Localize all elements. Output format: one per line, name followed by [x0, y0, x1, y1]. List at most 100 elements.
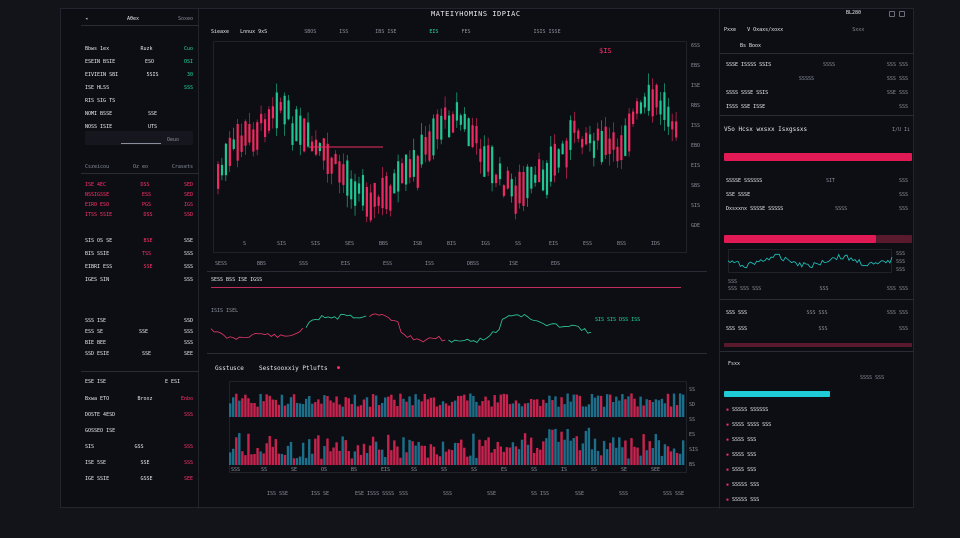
row-change: SEE: [183, 350, 193, 357]
watchlist-tab-a[interactable]: Aθex: [126, 15, 139, 22]
tick-label: SSS: [896, 251, 906, 257]
volume-bar-bottom: [441, 441, 445, 465]
close-icon[interactable]: [899, 11, 905, 17]
list-item[interactable]: EIVIEIN SBI 5SIS 30: [85, 71, 193, 78]
candle-body: [487, 145, 490, 172]
list-item[interactable]: SSSE ISSSS SSIS SSSS SSS SSS: [726, 61, 908, 68]
list-item[interactable]: NOMI BSSE SSE: [85, 110, 193, 117]
row-value: TSS: [142, 250, 152, 257]
tick-label: SS: [515, 241, 522, 247]
news-item[interactable]: ▪ SSSSS SSSSSS: [726, 407, 768, 413]
tick-label: EIS: [549, 241, 559, 247]
divider: [207, 271, 707, 272]
watchlist-tab-b[interactable]: Soxeo: [177, 15, 193, 22]
candlestick-chart[interactable]: [213, 41, 687, 253]
volume-bar-top: [277, 404, 281, 417]
tick-label: EIS: [381, 467, 391, 473]
row-name: Bxwa ETO: [85, 395, 110, 402]
news-text: SSSS SSS: [732, 467, 757, 473]
list-item[interactable]: GOSSEO ISE: [85, 427, 193, 434]
list-item[interactable]: ESEIN BSIE ESO OSI: [85, 58, 193, 65]
list-item[interactable]: ISE HLSS SSS: [85, 84, 193, 91]
list-item[interactable]: RIS SIG TS: [85, 97, 193, 104]
filter-slider[interactable]: [121, 143, 161, 144]
list-item[interactable]: SSSS SSSE SSIS SSE SSS: [726, 89, 908, 96]
row-change: SSS: [183, 339, 193, 346]
news-text: SSSS SSSS SSS: [732, 422, 772, 428]
list-item[interactable]: Bbws 1ex Ruzk Cuo: [85, 45, 193, 52]
row-value: ESO: [145, 58, 155, 65]
volume-bar-top: [384, 397, 387, 417]
volume-bar-top: [511, 403, 515, 417]
volume-bar-bottom: [514, 446, 518, 465]
timeframe-2[interactable]: ISS: [339, 29, 349, 35]
volume-bar-top: [508, 404, 512, 417]
timeframe-5[interactable]: FES: [461, 29, 471, 35]
list-item[interactable]: BIS SSIE TSS SSS: [85, 250, 193, 257]
minimize-icon[interactable]: [889, 11, 895, 17]
chart-header: Sieaxe Lnnux 9xS SBOS ISS IBS ISE EIS FE…: [211, 29, 561, 35]
volume-bar-top: [575, 394, 578, 417]
volume-bar-bottom: [381, 449, 384, 465]
tick-label: OS: [321, 467, 328, 473]
mini-chart[interactable]: [727, 249, 893, 273]
list-item[interactable]: ISE 4EC DSS SED: [85, 181, 193, 188]
volume-bar-bottom: [274, 439, 277, 465]
mini-labels: SSS SSS SSS SSS SSS SSS: [728, 286, 908, 292]
timeframe-4[interactable]: EIS: [429, 29, 439, 35]
list-item[interactable]: IGE SSIE GSSE SEE: [85, 475, 193, 482]
list-item[interactable]: BIE BEE SSS: [85, 339, 193, 346]
row-value: GSS: [134, 443, 144, 450]
list-item[interactable]: SSD ESIE SSE SEE: [85, 350, 193, 357]
left-arrow-icon[interactable]: ◂: [85, 15, 89, 22]
list-item[interactable]: ISSS SSE ISSE SSS: [726, 103, 908, 110]
row-name: SSE SSSE: [726, 191, 751, 198]
timeframe-3[interactable]: IBS ISE: [375, 29, 397, 35]
volume-bar-bottom: [466, 456, 469, 465]
list-item[interactable]: SSS ISE SSD: [85, 317, 193, 324]
volume-bars[interactable]: [229, 381, 685, 473]
candle-body: [354, 181, 357, 206]
order-panel: Pxxe V Oxaxs/xoxx Sxxx Bs Boox SSSE ISSS…: [719, 9, 914, 509]
symbol-label[interactable]: Sieaxe: [211, 29, 230, 35]
list-item[interactable]: SSSSE SSSSSS SIT SSS: [726, 177, 908, 184]
list-item[interactable]: IGES SIN SSS: [85, 276, 193, 283]
news-item[interactable]: ▪ SSSSS SSS: [726, 497, 759, 503]
list-item[interactable]: SIS GSS SSS: [85, 443, 193, 450]
list-item[interactable]: ISE 5SE SSE SSS: [85, 459, 193, 466]
candle-body: [455, 102, 459, 121]
news-item[interactable]: ▪ SSSS SSS: [726, 452, 756, 458]
list-item[interactable]: EIBRI ESS SSE SSS: [85, 263, 193, 270]
filter-box[interactable]: [85, 131, 193, 145]
list-item[interactable]: SSSSS SSS SSS: [726, 75, 908, 82]
list-item[interactable]: SSS SSS SSS SSS: [726, 325, 908, 332]
list-item[interactable]: Dxsxxnx SSSSE SSSSS SSSS SSS: [726, 205, 908, 212]
volume-bar-bottom: [605, 449, 609, 465]
volume-bar-top: [499, 394, 502, 417]
list-item[interactable]: SSS SSS SSS SSS SSS SSS: [726, 309, 908, 316]
list-item[interactable]: ITSS 5SIE DSS SSD: [85, 211, 193, 218]
volume-bar-top: [466, 400, 469, 417]
list-item[interactable]: Bxwa ETO Broxz Enbo: [85, 395, 193, 402]
news-item[interactable]: ▪ SSSS SSS: [726, 437, 756, 443]
list-item[interactable]: SIS OS SE BSE SSE: [85, 237, 193, 244]
oscillator-line[interactable]: [210, 303, 592, 353]
list-item[interactable]: DOSTE 4ESD SSS: [85, 411, 193, 418]
list-item[interactable]: EIRO ESO PGS IGS: [85, 201, 193, 208]
news-item[interactable]: ▪ SSSS SSSS SSS: [726, 422, 771, 428]
volume-bar-top: [229, 403, 232, 417]
list-item[interactable]: SSE SSSE SSS: [726, 191, 908, 198]
tick-label: SS: [261, 467, 268, 473]
list-item[interactable]: ESS SE SSE SSS: [85, 328, 193, 335]
news-item[interactable]: ▪ SSSS SSS: [726, 467, 756, 473]
volume-bar-top: [402, 398, 405, 417]
list-item[interactable]: NSSIGSSE ESS SED: [85, 191, 193, 198]
news-item[interactable]: ▪ SSSSS SSS: [726, 482, 759, 488]
timeframe-1[interactable]: SBOS: [304, 29, 317, 35]
list-item[interactable]: NOSS ISIE UTS: [85, 123, 193, 130]
tick-label: SIS: [689, 447, 699, 453]
oscillator-segment: [210, 327, 304, 340]
tick-label: IDS: [651, 241, 661, 247]
bullet-icon: ▪: [726, 437, 733, 443]
order-badge[interactable]: Sxxx: [852, 27, 865, 33]
